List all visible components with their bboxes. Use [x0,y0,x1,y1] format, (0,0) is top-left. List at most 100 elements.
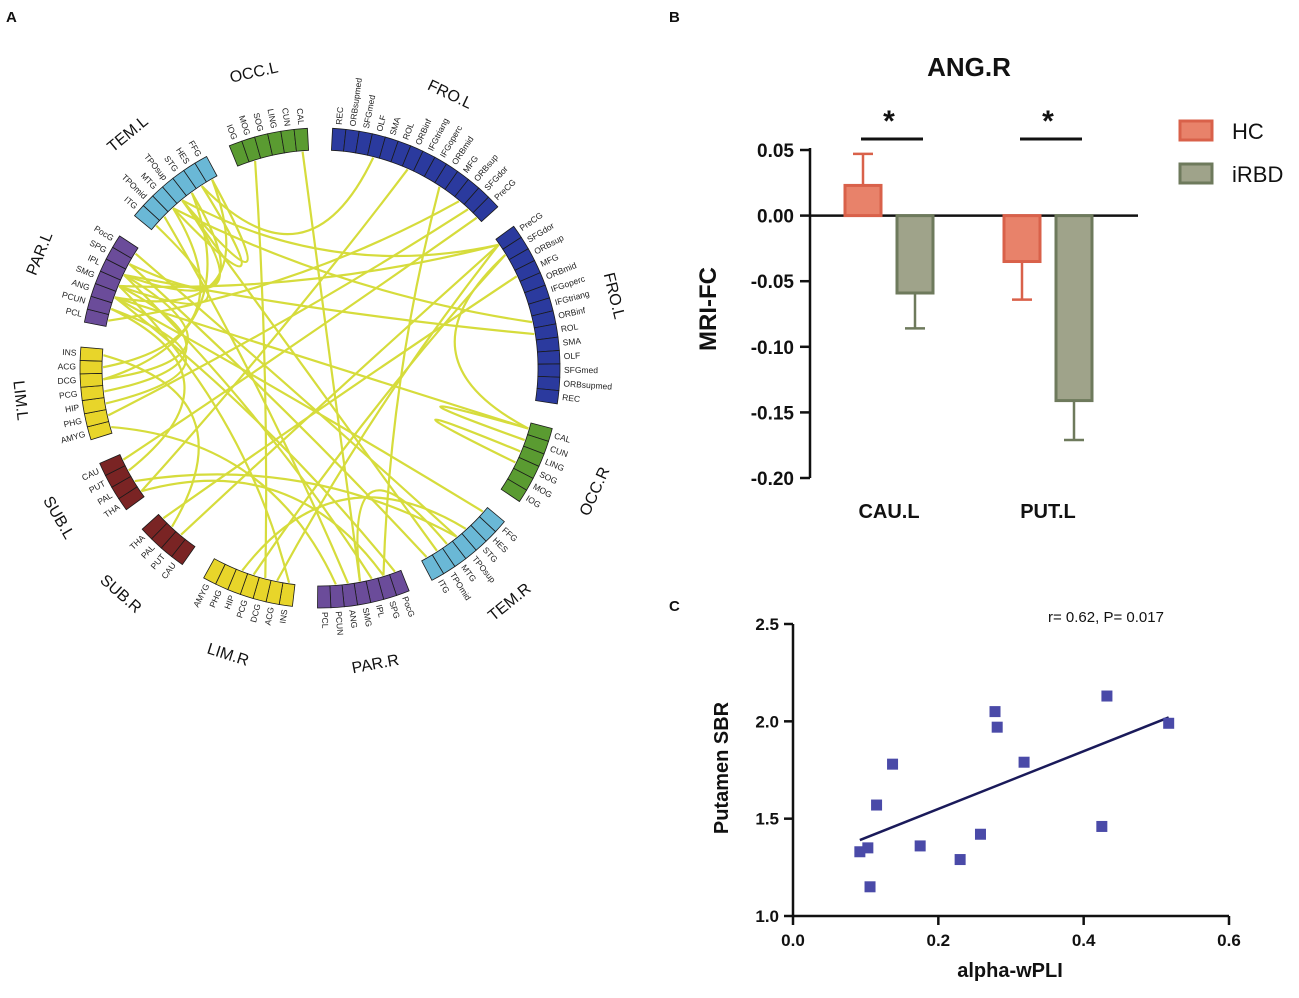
region-label: IPL [86,253,102,268]
region-label: LING [265,108,279,129]
chord-link [103,273,189,381]
chord-link [114,296,484,513]
segment-tem-r-itg [421,554,445,581]
region-label: ROL [560,321,579,334]
bar-irbd-cau-l [895,214,935,295]
chord-link [119,243,499,288]
region-label: DCG [57,375,76,386]
chord-link [111,425,337,585]
lobe-label-fro-r: FRO.L [600,271,628,321]
bar-chart: ANG.R 0.05 0.00 -0.05 -0.10 -0.15 -0.20 MRI-F… [695,52,1283,523]
bar-y-tick-label: -0.05 [751,272,795,293]
fit-line [859,716,1170,842]
region-label: PCG [234,599,249,620]
region-label: ACG [262,606,275,626]
panel-label-c: C [669,598,680,615]
significance-star-cau: * [883,105,895,138]
region-label: ITG [122,194,139,211]
chord-link [123,273,535,336]
region-label: SOG [251,112,265,133]
lobe-label-sub-r: SUB.R [96,572,144,617]
region-label: THA [102,502,122,520]
scatter-point [887,758,899,770]
bar-y-tick-label: -0.20 [751,469,794,490]
region-label: CAL [553,431,572,445]
chord-link [134,252,458,538]
lobe-label-tem-r: TEM.R [485,580,534,625]
chord-link [141,479,385,577]
region-label: ROL [400,121,416,141]
segment-fro-r-sma [535,336,560,353]
scatter-point [862,842,874,854]
scatter-x-tick-label: 0.2 [927,931,951,950]
region-label: ANG [70,277,91,292]
chord-link [241,496,467,572]
scatter-point [1096,820,1108,832]
region-label: SMA [387,116,402,137]
chord-link [254,160,268,579]
region-label: MOG [237,114,253,136]
region-label: PHG [207,588,224,609]
significance-star-put: * [1042,105,1054,138]
scatter-y-tick-label: 1.5 [755,810,779,829]
chord-link [382,186,441,576]
region-label: AMYG [60,429,87,445]
scatter-x-axis-title: alpha-wPLI [957,960,1063,982]
segment-sub-r-tha [141,513,168,540]
legend-swatch-irbd [1178,162,1214,185]
region-label: SMG [75,263,97,280]
scatter-point [991,721,1003,733]
chord-link [118,285,291,584]
lobe-label-par-r: PAR.R [350,652,400,678]
region-label: PocG [400,595,417,618]
scatter-point [871,799,883,811]
region-label: ORBinf [557,305,587,321]
region-label: PCL [320,612,330,629]
chord-link [110,307,186,472]
segment-occ-l-cal [293,127,310,152]
scatter-y-axis-title: Putamen SBR [711,701,733,834]
region-label: IPL [374,604,387,619]
region-label: IOG [524,493,543,510]
bar-y-tick-label: 0.00 [757,207,794,228]
chord-link [118,224,210,305]
chord-links [102,151,535,585]
segment-fro-r-olf [536,349,561,365]
chord-link [453,254,529,430]
chord-link [114,296,396,573]
region-label: PCUN [334,611,346,636]
chord-link [180,243,500,536]
segment-lim-l-pcg [80,385,105,402]
scatter-point [864,881,876,893]
region-label: ANG [347,609,359,629]
lobe-label-occ-r: OCC.R [577,465,614,519]
bar-y-axis-title: MRI-FC [695,267,722,351]
lobe-label-occ-l: OCC.L [228,59,280,86]
region-label: PHG [63,416,83,430]
chord-link [181,199,438,552]
segment-fro-r-sfgmed [537,363,561,378]
legend-label-hc: HC [1232,119,1264,144]
bar-marks [843,137,1094,442]
lobe-label-par-l: PAR.L [24,230,57,278]
lobe-label-fro-l: FRO.L [425,77,475,113]
bar-irbd-put-l [1054,214,1094,403]
legend-label-irbd: iRBD [1232,162,1283,187]
region-label: OLF [563,350,580,361]
panel-label-b: B [669,9,680,26]
chord-link [103,354,200,528]
chord-link [172,207,533,324]
chord-link [123,192,222,292]
bar-y-tick-label: 0.05 [757,141,794,162]
region-label: IOG [225,123,240,141]
scatter-marks [854,690,1175,893]
scatter-point [989,706,1001,718]
chord-link [114,296,529,430]
region-label: CUN [549,444,570,460]
scatter-y-tick-label: 1.0 [755,907,779,926]
region-label: ORBsupmed [563,378,612,391]
scatter-y-tick-label: 2.5 [755,615,779,634]
segment-fro-r-rec [535,388,560,405]
